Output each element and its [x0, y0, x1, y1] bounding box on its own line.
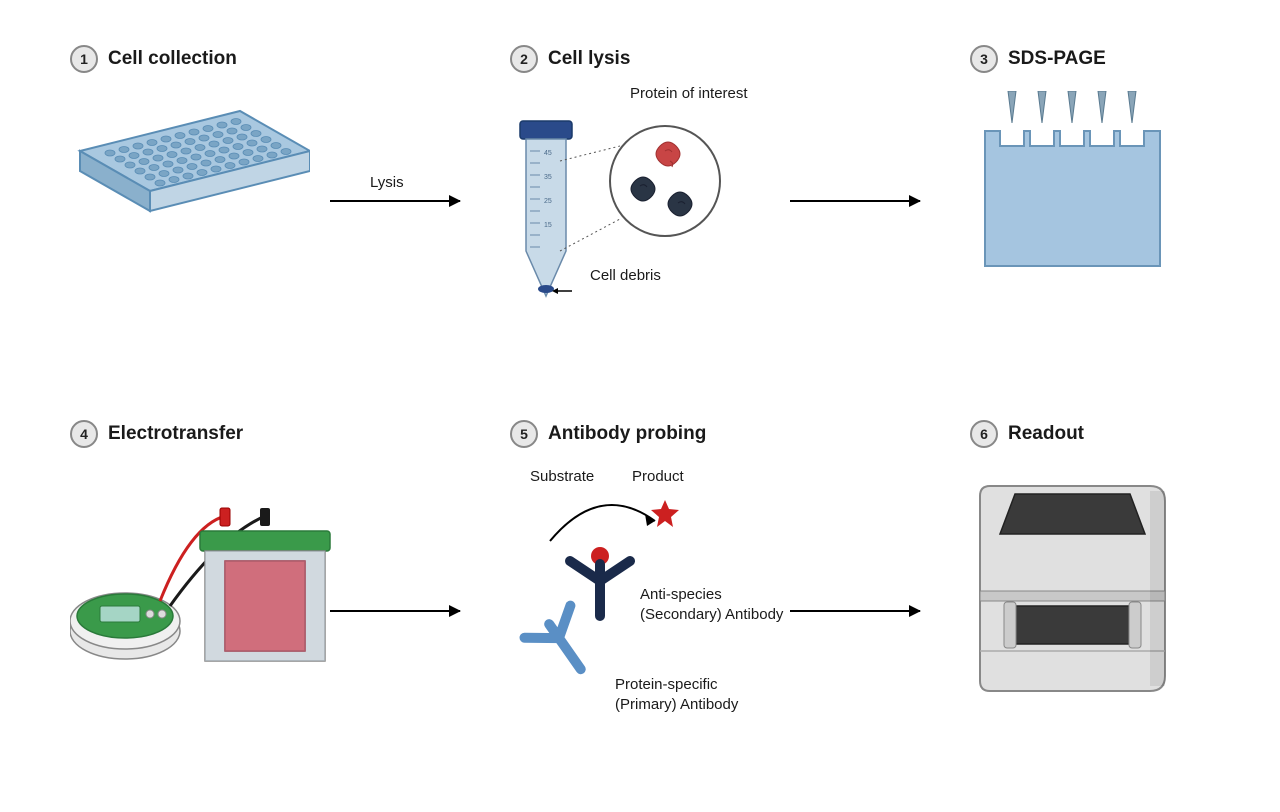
step-3: 3 SDS-PAGE [970, 45, 1180, 286]
step-2: 2 Cell lysis 45 35 25 15 [510, 45, 790, 336]
step-header: 5 Antibody probing [510, 420, 810, 448]
lysis-label: Lysis [370, 174, 404, 191]
step-title: Electrotransfer [108, 423, 243, 445]
cell-debris-label: Cell debris [590, 267, 661, 284]
electrotransfer-icon [70, 466, 350, 686]
gel-icon [970, 91, 1180, 281]
step-6: 6 Readout [970, 420, 1180, 711]
arrow-5-6 [790, 610, 920, 612]
product-label: Product [632, 468, 684, 485]
substrate-label: Substrate [530, 468, 594, 485]
step-title: Antibody probing [548, 423, 706, 445]
step-title: Cell collection [108, 48, 237, 70]
arrow-4-5 [330, 610, 460, 612]
step-number-badge: 5 [510, 420, 538, 448]
primary-ab-label: Protein-specific (Primary) Antibody [615, 675, 738, 714]
step-number-badge: 4 [70, 420, 98, 448]
step-1: 1 Cell collection [70, 45, 310, 266]
step-header: 6 Readout [970, 420, 1180, 448]
well-plate-icon [70, 91, 310, 261]
step-number-badge: 6 [970, 420, 998, 448]
arrow-2-3 [790, 200, 920, 202]
secondary-ab-label: Anti-species (Secondary) Antibody [640, 585, 783, 624]
step-number-badge: 3 [970, 45, 998, 73]
step-header: 2 Cell lysis [510, 45, 790, 73]
svg-text:25: 25 [544, 198, 552, 205]
svg-text:35: 35 [544, 174, 552, 181]
imager-icon [970, 466, 1180, 706]
step-5: 5 Antibody probing Substrate Product Ant… [510, 420, 810, 771]
step-number-badge: 1 [70, 45, 98, 73]
step-title: Cell lysis [548, 48, 630, 70]
step-header: 3 SDS-PAGE [970, 45, 1180, 73]
step-title: Readout [1008, 423, 1084, 445]
step-title: SDS-PAGE [1008, 48, 1106, 70]
tube-proteins-icon: 45 35 25 15 [510, 91, 790, 331]
protein-of-interest-label: Protein of interest [630, 85, 748, 102]
step-header: 4 Electrotransfer [70, 420, 350, 448]
svg-text:45: 45 [544, 150, 552, 157]
step-header: 1 Cell collection [70, 45, 310, 73]
step-number-badge: 2 [510, 45, 538, 73]
arrow-1-2: Lysis [330, 200, 460, 202]
step-4: 4 Electrotransfer [70, 420, 350, 691]
svg-text:15: 15 [544, 222, 552, 229]
